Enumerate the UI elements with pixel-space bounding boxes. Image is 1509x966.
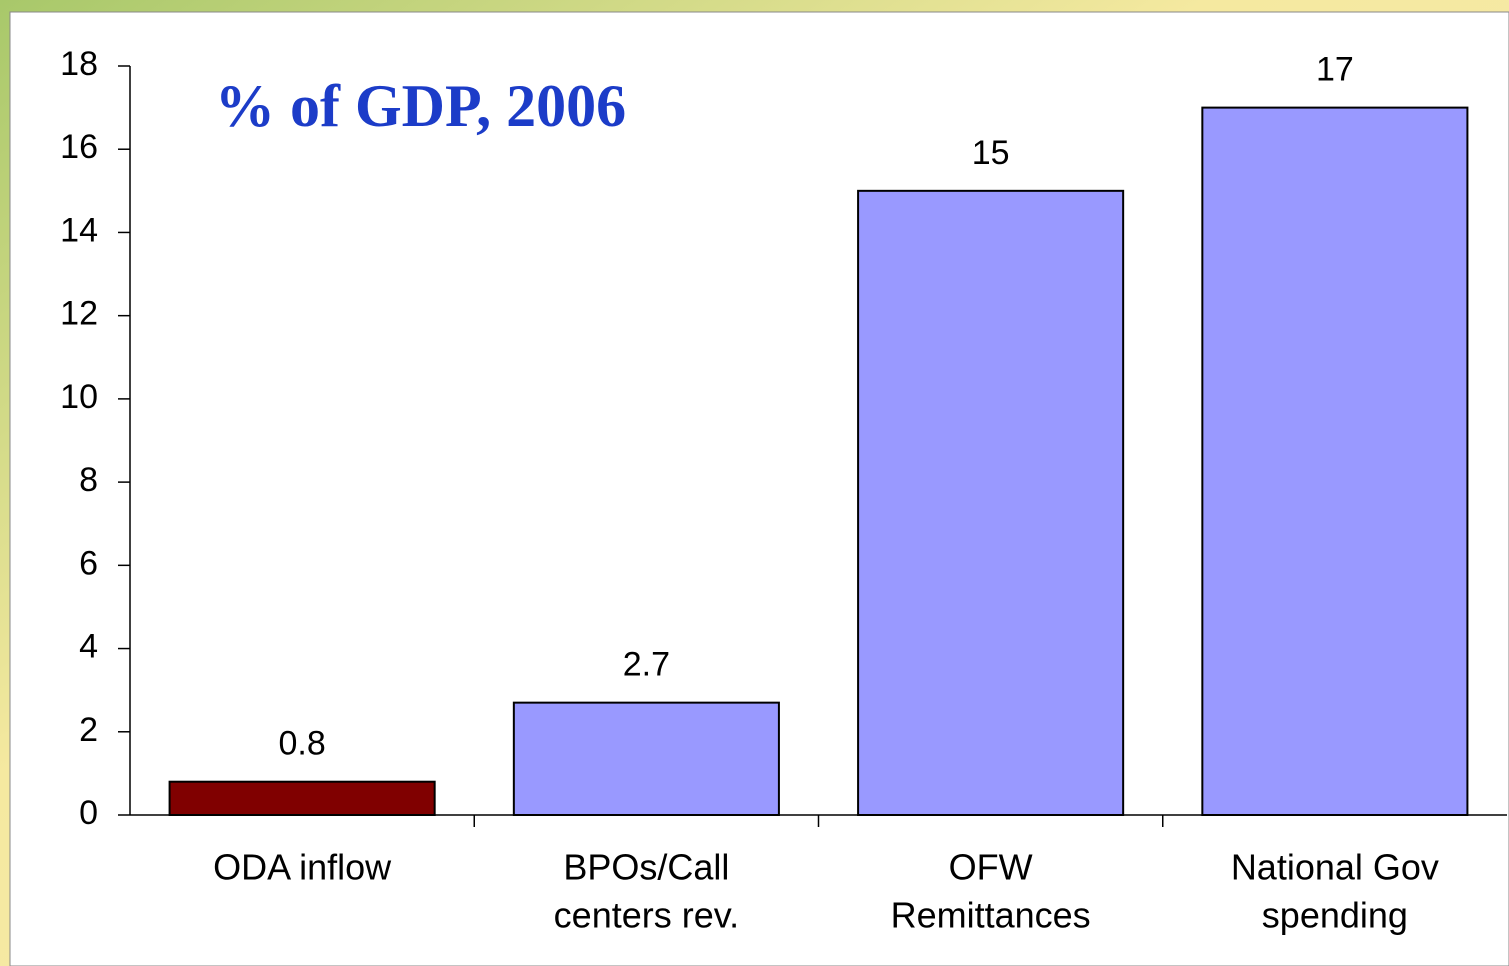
bar bbox=[512, 701, 780, 817]
x-tick-label: OFW bbox=[949, 847, 1033, 888]
x-tick-label: centers rev. bbox=[554, 895, 739, 936]
y-tick-label: 6 bbox=[79, 544, 98, 582]
y-tick-label: 8 bbox=[79, 461, 98, 499]
bar bbox=[168, 780, 436, 817]
value-label: 15 bbox=[972, 134, 1010, 172]
y-tick-label: 10 bbox=[60, 378, 98, 416]
y-tick-label: 4 bbox=[79, 628, 98, 666]
x-tick-label: BPOs/Call bbox=[563, 847, 729, 888]
value-label: 17 bbox=[1316, 51, 1354, 89]
bar bbox=[1201, 106, 1469, 817]
x-tick-label: Remittances bbox=[891, 895, 1091, 936]
y-tick-label: 0 bbox=[79, 794, 98, 832]
x-tick-label: spending bbox=[1262, 895, 1408, 936]
y-tick-label: 14 bbox=[60, 211, 98, 249]
x-tick-label: ODA inflow bbox=[213, 847, 392, 888]
chart-title: % of GDP, 2006 bbox=[215, 73, 626, 139]
x-tick-label: National Gov bbox=[1231, 847, 1439, 888]
y-tick-label: 18 bbox=[60, 45, 98, 83]
y-tick-label: 16 bbox=[60, 128, 98, 166]
y-tick-label: 12 bbox=[60, 295, 98, 333]
y-tick-label: 2 bbox=[79, 711, 98, 749]
bar bbox=[857, 189, 1125, 817]
value-label: 0.8 bbox=[278, 725, 325, 763]
value-label: 2.7 bbox=[623, 646, 670, 684]
